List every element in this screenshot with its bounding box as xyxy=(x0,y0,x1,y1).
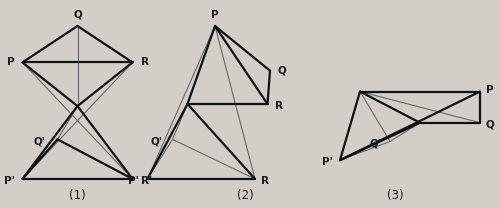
Text: Q': Q' xyxy=(34,136,46,146)
Text: Q: Q xyxy=(278,66,286,76)
Text: R': R' xyxy=(141,176,152,186)
Text: P': P' xyxy=(4,176,15,186)
Text: Q': Q' xyxy=(150,136,162,146)
Text: P': P' xyxy=(322,157,332,167)
Text: (3): (3) xyxy=(386,189,404,202)
Text: Q': Q' xyxy=(369,139,381,149)
Text: P: P xyxy=(211,10,219,20)
Text: R: R xyxy=(261,176,269,186)
Text: R: R xyxy=(141,57,149,67)
Text: P: P xyxy=(486,85,494,95)
Text: P: P xyxy=(8,57,15,67)
Text: (1): (1) xyxy=(69,189,86,202)
Text: Q: Q xyxy=(73,10,82,20)
Text: (2): (2) xyxy=(236,189,254,202)
Text: Q: Q xyxy=(486,120,495,130)
Text: P': P' xyxy=(128,176,139,186)
Text: R: R xyxy=(275,101,283,111)
